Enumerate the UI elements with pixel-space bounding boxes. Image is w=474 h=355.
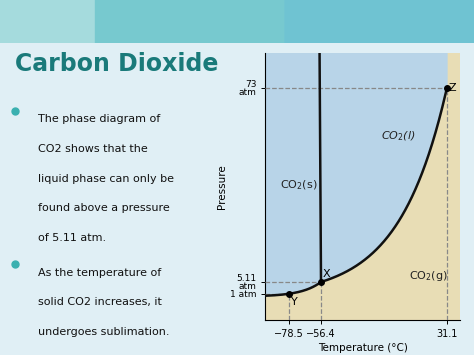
Polygon shape — [319, 53, 447, 282]
FancyBboxPatch shape — [0, 0, 284, 58]
Text: found above a pressure: found above a pressure — [38, 203, 170, 213]
Text: As the temperature of: As the temperature of — [38, 268, 162, 278]
Text: The phase diagram of: The phase diagram of — [38, 114, 161, 125]
Polygon shape — [265, 88, 460, 320]
Text: CO$_2$($l$): CO$_2$($l$) — [381, 129, 415, 143]
Text: liquid phase can only be: liquid phase can only be — [38, 174, 174, 184]
Text: Carbon Dioxide: Carbon Dioxide — [15, 52, 219, 76]
Text: CO$_2$(g): CO$_2$(g) — [410, 269, 448, 283]
Text: of 5.11 atm.: of 5.11 atm. — [38, 233, 107, 243]
Text: Y: Y — [291, 296, 297, 307]
Text: Z: Z — [448, 83, 456, 93]
X-axis label: Temperature (°C): Temperature (°C) — [318, 343, 408, 353]
Text: undergoes sublimation.: undergoes sublimation. — [38, 327, 170, 337]
FancyBboxPatch shape — [95, 0, 474, 70]
Text: CO2 shows that the: CO2 shows that the — [38, 144, 148, 154]
Text: X: X — [322, 269, 330, 279]
Polygon shape — [265, 53, 321, 296]
Text: solid CO2 increases, it: solid CO2 increases, it — [38, 297, 162, 307]
Y-axis label: Pressure: Pressure — [217, 164, 227, 209]
Text: CO$_2$(s): CO$_2$(s) — [280, 178, 317, 192]
